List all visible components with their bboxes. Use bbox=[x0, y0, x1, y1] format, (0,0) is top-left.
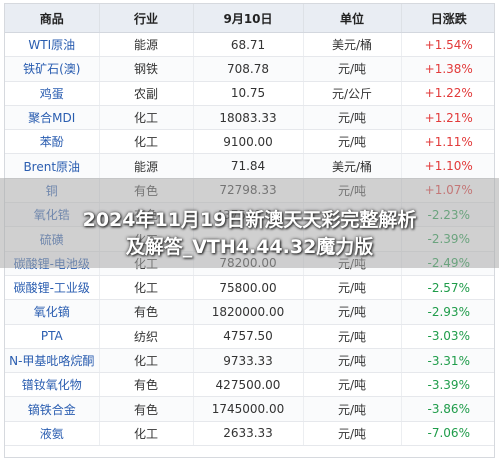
daily-change-cell: -7.06% bbox=[401, 421, 494, 447]
industry-cell: 化工 bbox=[99, 105, 194, 131]
unit-cell: 元/吨 bbox=[303, 396, 402, 422]
commodity-name-cell[interactable]: 液氨 bbox=[5, 421, 100, 447]
daily-change-cell: -3.86% bbox=[401, 396, 494, 422]
daily-change-cell: -3.31% bbox=[401, 348, 494, 374]
commodity-name-cell[interactable]: 鸡蛋 bbox=[5, 81, 100, 106]
daily-change-cell: -2.93% bbox=[401, 299, 494, 325]
header-industry[interactable]: 行业 bbox=[99, 4, 194, 33]
price-cell: 9100.00 bbox=[193, 129, 304, 155]
price-cell: 708.78 bbox=[193, 56, 304, 82]
unit-cell: 元/吨 bbox=[303, 348, 402, 374]
table-row[interactable]: PTA 纺织 4757.50 元/吨 -3.03% bbox=[5, 324, 494, 349]
table-row[interactable]: N-甲基吡咯烷酮 化工 9733.33 元/吨 -3.31% bbox=[5, 348, 494, 374]
table-row[interactable]: 碳酸锂-工业级 化工 75800.00 元/吨 -2.57% bbox=[5, 275, 494, 301]
price-cell: 1820000.00 bbox=[193, 299, 304, 325]
daily-change-cell: +1.11% bbox=[401, 129, 494, 155]
commodity-name-cell[interactable]: 氧化镝 bbox=[5, 299, 100, 325]
header-commodity[interactable]: 商品 bbox=[5, 4, 100, 33]
header-daily-change[interactable]: 日涨跌 bbox=[401, 4, 494, 33]
table-row[interactable]: 镝铁合金 有色 1745000.00 元/吨 -3.86% bbox=[5, 396, 494, 422]
unit-cell: 元/吨 bbox=[303, 324, 402, 349]
unit-cell: 元/吨 bbox=[303, 372, 402, 398]
daily-change-cell: +1.22% bbox=[401, 81, 494, 106]
commodity-name-cell[interactable]: 镝铁合金 bbox=[5, 396, 100, 422]
table-row[interactable]: 苯酚 化工 9100.00 元/吨 +1.11% bbox=[5, 129, 494, 155]
commodity-name-cell[interactable]: 镨钕氧化物 bbox=[5, 372, 100, 398]
watermark-title-line1: 2024年11月19日新澳天天彩完整解析 bbox=[82, 209, 417, 231]
commodity-name-cell[interactable]: N-甲基吡咯烷酮 bbox=[5, 348, 100, 374]
header-price-date[interactable]: 9月10日 bbox=[193, 4, 304, 33]
unit-cell: 元/吨 bbox=[303, 105, 402, 131]
commodity-name-cell[interactable]: WTI原油 bbox=[5, 32, 100, 58]
watermark-title-line2: 及解答_VTH4.44.32魔力版 bbox=[125, 236, 374, 258]
price-cell: 1745000.00 bbox=[193, 396, 304, 422]
daily-change-cell: -3.03% bbox=[401, 324, 494, 349]
industry-cell: 化工 bbox=[99, 421, 194, 447]
price-cell: 9733.33 bbox=[193, 348, 304, 374]
price-cell: 75800.00 bbox=[193, 275, 304, 301]
table-header-row: 商品 行业 9月10日 单位 日涨跌 bbox=[5, 4, 494, 33]
unit-cell: 元/吨 bbox=[303, 275, 402, 301]
daily-change-cell: +1.21% bbox=[401, 105, 494, 131]
table-row[interactable]: 镨钕氧化物 有色 427500.00 元/吨 -3.39% bbox=[5, 372, 494, 398]
header-unit[interactable]: 单位 bbox=[303, 4, 402, 33]
industry-cell: 纺织 bbox=[99, 324, 194, 349]
unit-cell: 美元/桶 bbox=[303, 32, 402, 58]
table-row[interactable]: 液氨 化工 2633.33 元/吨 -7.06% bbox=[5, 421, 494, 447]
unit-cell: 美元/桶 bbox=[303, 153, 402, 179]
commodity-name-cell[interactable]: 铁矿石(澳) bbox=[5, 56, 100, 82]
price-cell: 18083.33 bbox=[193, 105, 304, 131]
table-row[interactable]: 氧化镝 有色 1820000.00 元/吨 -2.93% bbox=[5, 299, 494, 325]
table-row[interactable]: Brent原油 能源 71.84 美元/桶 +1.10% bbox=[5, 153, 494, 179]
watermark-banner bbox=[0, 178, 499, 268]
commodity-name-cell[interactable]: 聚合MDI bbox=[5, 105, 100, 131]
industry-cell: 有色 bbox=[99, 299, 194, 325]
industry-cell: 化工 bbox=[99, 348, 194, 374]
industry-cell: 农副 bbox=[99, 81, 194, 106]
price-cell: 10.75 bbox=[193, 81, 304, 106]
unit-cell: 元/公斤 bbox=[303, 81, 402, 106]
table-row[interactable]: 鸡蛋 农副 10.75 元/公斤 +1.22% bbox=[5, 81, 494, 106]
industry-cell: 化工 bbox=[99, 275, 194, 301]
unit-cell: 元/吨 bbox=[303, 56, 402, 82]
table-row[interactable]: 铁矿石(澳) 钢铁 708.78 元/吨 +1.38% bbox=[5, 56, 494, 82]
daily-change-cell: -2.57% bbox=[401, 275, 494, 301]
table-row[interactable]: WTI原油 能源 68.71 美元/桶 +1.54% bbox=[5, 32, 494, 58]
table-row[interactable]: 聚合MDI 化工 18083.33 元/吨 +1.21% bbox=[5, 105, 494, 131]
price-cell: 68.71 bbox=[193, 32, 304, 58]
daily-change-cell: +1.10% bbox=[401, 153, 494, 179]
commodity-name-cell[interactable]: Brent原油 bbox=[5, 153, 100, 179]
unit-cell: 元/吨 bbox=[303, 421, 402, 447]
unit-cell: 元/吨 bbox=[303, 129, 402, 155]
daily-change-cell: +1.38% bbox=[401, 56, 494, 82]
commodity-name-cell[interactable]: 苯酚 bbox=[5, 129, 100, 155]
daily-change-cell: +1.54% bbox=[401, 32, 494, 58]
industry-cell: 能源 bbox=[99, 153, 194, 179]
unit-cell: 元/吨 bbox=[303, 299, 402, 325]
industry-cell: 有色 bbox=[99, 372, 194, 398]
price-cell: 427500.00 bbox=[193, 372, 304, 398]
daily-change-cell: -3.39% bbox=[401, 372, 494, 398]
price-cell: 71.84 bbox=[193, 153, 304, 179]
price-cell: 4757.50 bbox=[193, 324, 304, 349]
industry-cell: 有色 bbox=[99, 396, 194, 422]
price-cell: 2633.33 bbox=[193, 421, 304, 447]
industry-cell: 能源 bbox=[99, 32, 194, 58]
commodity-name-cell[interactable]: PTA bbox=[5, 324, 100, 349]
industry-cell: 钢铁 bbox=[99, 56, 194, 82]
commodity-name-cell[interactable]: 碳酸锂-工业级 bbox=[5, 275, 100, 301]
industry-cell: 化工 bbox=[99, 129, 194, 155]
